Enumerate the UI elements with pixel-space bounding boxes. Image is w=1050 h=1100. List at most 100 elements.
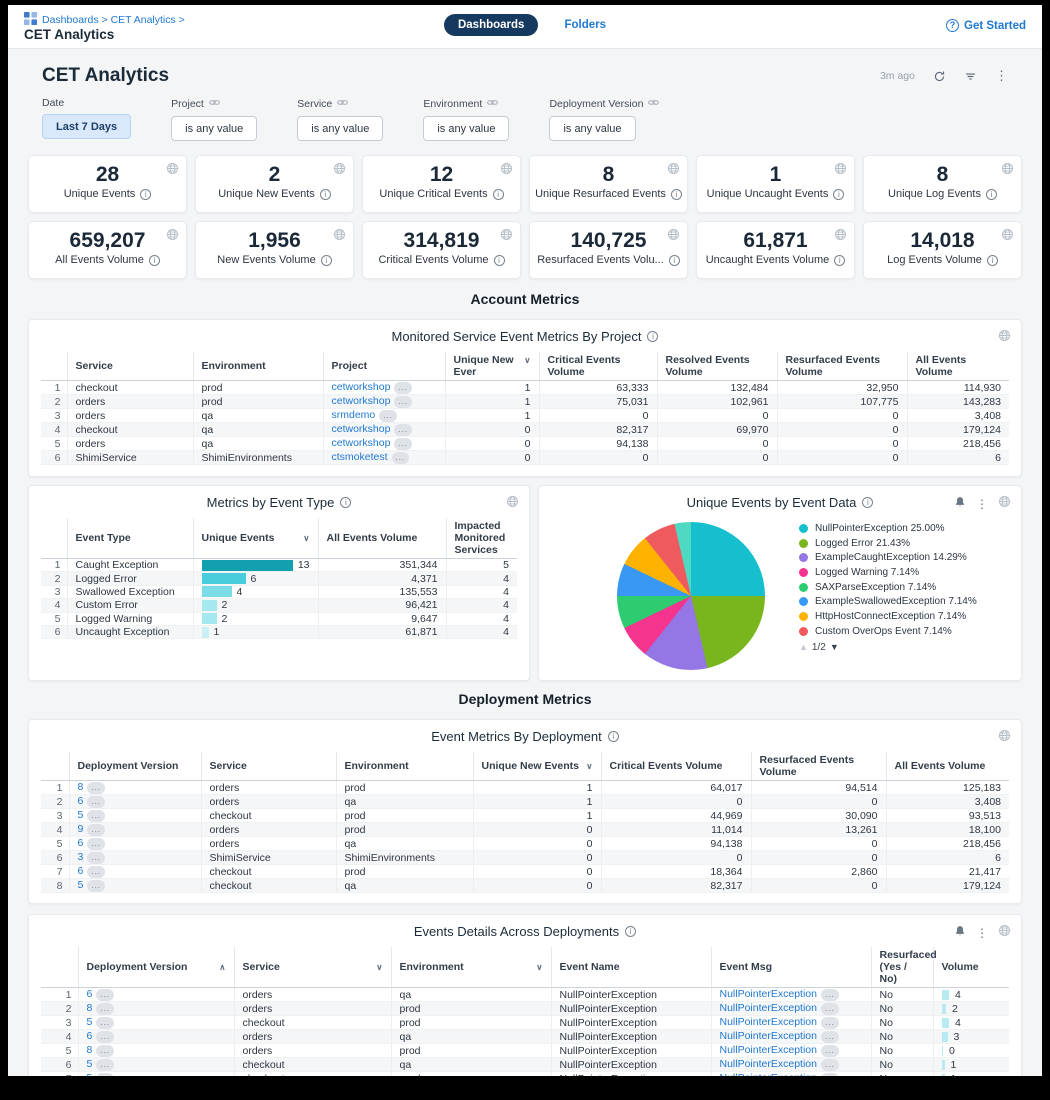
column-header-service[interactable]: ∨Service [234,947,391,988]
globe-icon[interactable] [667,228,680,246]
sort-icon[interactable]: ∧ [219,962,225,973]
column-header-service[interactable]: Service [201,752,336,781]
page-down-icon[interactable]: ▼ [830,642,839,654]
more-pill[interactable]: ... [96,1045,114,1057]
globe-icon[interactable] [166,162,179,180]
globe-icon[interactable] [506,495,519,513]
more-pill[interactable]: ... [87,866,105,878]
globe-icon[interactable] [998,495,1011,513]
cell-link[interactable]: 6 [87,988,93,1000]
info-icon[interactable]: i [671,189,682,200]
filter-chip-environment[interactable]: is any value [423,116,509,141]
column-header-deployment-version[interactable]: ∧Deployment Version [78,947,234,988]
more-pill[interactable]: ... [87,796,105,808]
legend-item-custom-overops-event[interactable]: Custom OverOps Event 7.14% [799,625,1009,638]
more-pill[interactable]: ... [96,1059,114,1071]
column-header-event-type[interactable]: Event Type [67,518,193,559]
bell-icon[interactable] [954,495,966,513]
column-header-environment[interactable]: Environment [193,352,323,381]
cell-link[interactable]: cetworkshop [332,395,391,407]
globe-icon[interactable] [834,162,847,180]
legend-item-logged-warning[interactable]: Logged Warning 7.14% [799,566,1009,579]
info-icon[interactable]: i [833,189,844,200]
column-header-environment[interactable]: Environment [336,752,473,781]
more-pill[interactable]: ... [821,1017,839,1029]
legend-item-saxparseexception[interactable]: SAXParseException 7.14% [799,581,1009,594]
globe-icon[interactable] [998,924,1011,942]
legend-item-exampleswallowedexception[interactable]: ExampleSwallowedException 7.14% [799,595,1009,608]
filter-chip-project[interactable]: is any value [171,116,257,141]
cell-link[interactable]: NullPointerException [720,1044,817,1056]
column-header-deployment-version[interactable]: Deployment Version [69,752,201,781]
column-header-resurfaced-events-volume[interactable]: Resurfaced Events Volume [751,752,886,781]
info-icon[interactable]: i [986,189,997,200]
globe-icon[interactable] [333,162,346,180]
pie-chart[interactable] [617,522,765,670]
info-icon[interactable]: i [140,189,151,200]
globe-icon[interactable] [998,329,1011,347]
column-header-resolved-events-volume[interactable]: Resolved Events Volume [657,352,777,381]
cell-link[interactable]: 5 [87,1072,93,1076]
column-header-unique-events[interactable]: ∨Unique Events [193,518,318,559]
more-pill[interactable]: ... [821,1031,839,1043]
sort-icon[interactable]: ∨ [524,355,530,366]
more-pill[interactable]: ... [87,852,105,864]
column-header-event-msg[interactable]: Event Msg [711,947,871,988]
column-header-all-events-volume[interactable]: All Events Volume [318,518,446,559]
dashboard-filters-icon[interactable] [964,70,977,83]
kebab-menu-icon[interactable]: ⋮ [976,497,988,511]
more-pill[interactable]: ... [96,989,114,1001]
globe-icon[interactable] [834,228,847,246]
refresh-icon[interactable] [933,70,946,83]
globe-icon[interactable] [1001,228,1014,246]
sort-icon[interactable]: ∨ [536,962,542,973]
cell-link[interactable]: NullPointerException [720,1016,817,1028]
more-pill[interactable]: ... [394,396,412,408]
info-icon[interactable]: i [340,497,351,508]
kebab-menu-icon[interactable]: ⋮ [976,926,988,940]
cell-link[interactable]: srmdemo [332,409,376,421]
more-pill[interactable]: ... [394,424,412,436]
globe-icon[interactable] [998,729,1011,747]
filter-chip-date[interactable]: Last 7 Days [42,114,131,139]
tab-folders[interactable]: Folders [564,19,606,31]
column-header-environment[interactable]: ∨Environment [391,947,551,988]
more-pill[interactable]: ... [96,1017,114,1029]
info-icon[interactable]: i [987,255,998,266]
cell-link[interactable]: 6 [78,865,84,877]
cell-link[interactable]: NullPointerException [720,1072,817,1076]
globe-icon[interactable] [333,228,346,246]
cell-link[interactable]: 8 [78,781,84,793]
more-pill[interactable]: ... [87,838,105,850]
cell-link[interactable]: 5 [87,1058,93,1070]
more-pill[interactable]: ... [87,824,105,836]
more-pill[interactable]: ... [96,1073,114,1076]
globe-icon[interactable] [166,228,179,246]
column-header-event-name[interactable]: Event Name [551,947,711,988]
cell-link[interactable]: 8 [87,1002,93,1014]
cell-link[interactable]: 5 [78,809,84,821]
column-header-volume[interactable]: Volume [933,947,1009,988]
globe-icon[interactable] [500,162,513,180]
cell-link[interactable]: 5 [78,879,84,891]
cell-link[interactable]: 3 [78,851,84,863]
cell-link[interactable]: 8 [87,1044,93,1056]
cell-link[interactable]: 9 [78,823,84,835]
more-pill[interactable]: ... [96,1003,114,1015]
info-icon[interactable]: i [669,255,680,266]
more-pill[interactable]: ... [87,880,105,892]
info-icon[interactable]: i [608,731,619,742]
column-header-impacted-monitored-services[interactable]: Impacted Monitored Services [446,518,517,559]
cell-link[interactable]: NullPointerException [720,1030,817,1042]
info-icon[interactable]: i [494,255,505,266]
column-header-all-events-volume[interactable]: All Events Volume [886,752,1009,781]
column-header-unique-new-ever[interactable]: ∨Unique New Ever [445,352,539,381]
tab-dashboards[interactable]: Dashboards [444,14,538,36]
info-icon[interactable]: i [647,331,658,342]
column-header-resurfaced[interactable]: Resurfaced(Yes / No) [871,947,933,988]
cell-link[interactable]: 6 [78,795,84,807]
more-pill[interactable]: ... [96,1031,114,1043]
info-icon[interactable]: i [862,497,873,508]
legend-item-examplecaughtexception[interactable]: ExampleCaughtException 14.29% [799,551,1009,564]
more-pill[interactable]: ... [392,452,410,464]
